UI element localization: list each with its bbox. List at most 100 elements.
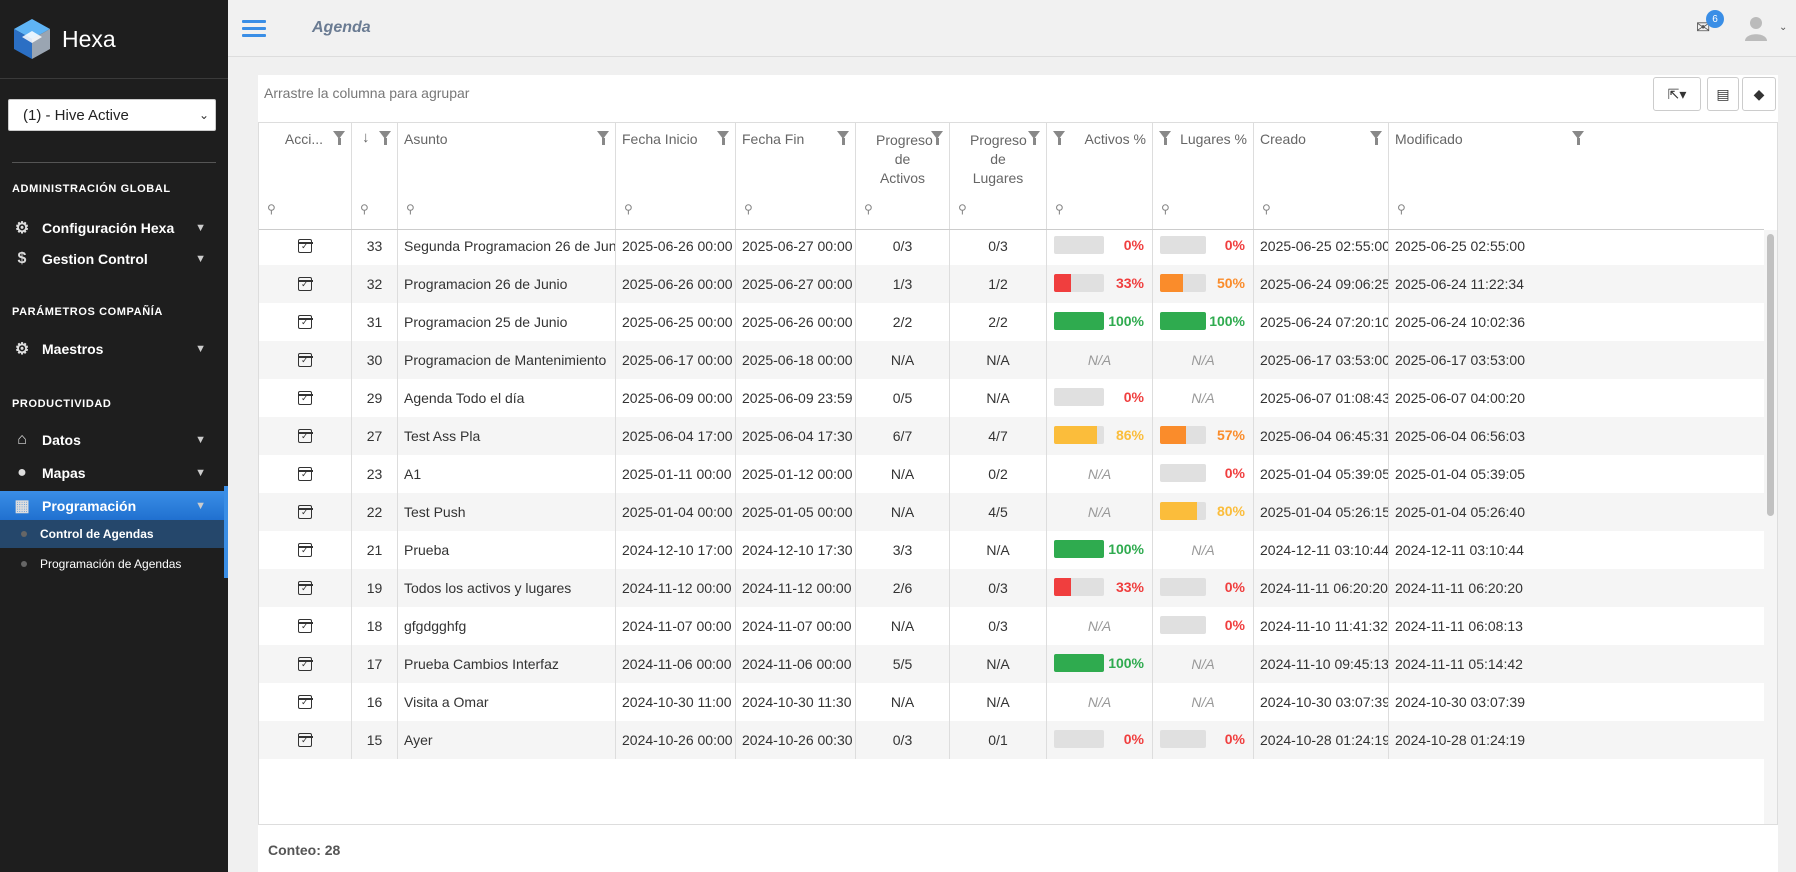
avatar[interactable]: [1742, 14, 1770, 42]
sidebar-item-configuracion[interactable]: ⚙ Configuración Hexa ▼: [0, 213, 228, 243]
calendar-check-icon[interactable]: [297, 733, 313, 747]
calendar-check-icon[interactable]: [297, 277, 313, 291]
calendar-check-icon[interactable]: [297, 315, 313, 329]
calendar-check-icon[interactable]: [297, 353, 313, 367]
export-button[interactable]: ⇱▾: [1653, 77, 1701, 111]
action-cell[interactable]: [259, 645, 352, 683]
logo[interactable]: Hexa: [0, 0, 228, 79]
filter-icon[interactable]: [931, 131, 943, 145]
calendar-check-icon[interactable]: [297, 467, 313, 481]
column-header-creado[interactable]: Creado: [1254, 123, 1389, 195]
action-cell[interactable]: [259, 303, 352, 341]
filter-icon[interactable]: [379, 131, 391, 145]
id-cell: 17: [352, 645, 398, 683]
calendar-check-icon[interactable]: [297, 543, 313, 557]
column-header-lugares-pct[interactable]: Lugares %: [1153, 123, 1254, 195]
action-cell[interactable]: [259, 493, 352, 531]
action-cell[interactable]: [259, 531, 352, 569]
action-cell[interactable]: [259, 683, 352, 721]
id-cell: 15: [352, 721, 398, 759]
action-cell[interactable]: [259, 230, 352, 265]
column-header-acciones[interactable]: Acci...: [259, 123, 352, 195]
filter-icon[interactable]: [333, 131, 345, 145]
action-cell[interactable]: [259, 417, 352, 455]
action-cell[interactable]: [259, 607, 352, 645]
filter-input-progreso-lugares[interactable]: ⚲: [950, 195, 1047, 229]
lugares-pct-cell: 80%: [1153, 493, 1254, 531]
menu-icon[interactable]: [242, 20, 266, 38]
clear-filters-button[interactable]: ◆: [1742, 77, 1776, 111]
filter-input-asunto[interactable]: ⚲: [398, 195, 616, 229]
filter-icon[interactable]: [717, 131, 729, 145]
sidebar-item-maestros[interactable]: ⚙ Maestros ▼: [0, 334, 228, 364]
calendar-check-icon[interactable]: [297, 429, 313, 443]
calendar-check-icon[interactable]: [297, 581, 313, 595]
action-cell[interactable]: [259, 455, 352, 493]
filter-input-progreso-activos[interactable]: ⚲: [856, 195, 950, 229]
calendar-check-icon[interactable]: [297, 695, 313, 709]
filter-input-fecha-fin[interactable]: ⚲: [736, 195, 856, 229]
lugares-pct-cell: N/A: [1153, 683, 1254, 721]
asunto-cell: Programacion de Mantenimiento: [398, 341, 616, 379]
filter-icon[interactable]: [1159, 131, 1171, 145]
fecha-inicio-cell: 2024-11-06 00:00: [616, 645, 736, 683]
column-header-asunto[interactable]: Asunto: [398, 123, 616, 195]
scrollbar-thumb[interactable]: [1767, 234, 1774, 516]
company-select[interactable]: (1) - Hive Active ⌄: [8, 99, 216, 131]
chevron-down-icon[interactable]: ⌄: [1779, 22, 1788, 33]
filter-icon[interactable]: [1572, 131, 1584, 145]
action-cell[interactable]: [259, 341, 352, 379]
filter-input-modificado[interactable]: ⚲: [1389, 195, 1590, 229]
calendar-check-icon[interactable]: [297, 657, 313, 671]
sidebar-subitem-control-agendas[interactable]: Control de Agendas: [0, 520, 224, 548]
action-cell[interactable]: [259, 569, 352, 607]
column-header-fecha-inicio[interactable]: Fecha Inicio: [616, 123, 736, 195]
filter-input-acciones[interactable]: ⚲: [259, 195, 352, 229]
sidebar-subitem-programacion-agendas[interactable]: Programación de Agendas: [0, 550, 224, 578]
calendar-check-icon[interactable]: [297, 391, 313, 405]
calendar-check-icon[interactable]: [297, 619, 313, 633]
filter-input-id[interactable]: ⚲: [352, 195, 398, 229]
filter-input-creado[interactable]: ⚲: [1254, 195, 1389, 229]
column-header-activos-pct[interactable]: Activos %: [1047, 123, 1153, 195]
calendar-check-icon[interactable]: [297, 239, 313, 253]
filter-input-lugares-pct[interactable]: ⚲: [1153, 195, 1254, 229]
action-cell[interactable]: [259, 721, 352, 759]
filter-input-activos-pct[interactable]: ⚲: [1047, 195, 1153, 229]
sidebar-item-gestion-control[interactable]: $ Gestion Control ▼: [0, 244, 228, 274]
filter-icon[interactable]: [837, 131, 849, 145]
action-cell[interactable]: [259, 265, 352, 303]
column-header-progreso-lugares[interactable]: Progreso de Lugares: [950, 123, 1047, 195]
column-header-progreso-activos[interactable]: Progreso de Activos: [856, 123, 950, 195]
filter-icon[interactable]: [1028, 131, 1040, 145]
column-header-modificado[interactable]: Modificado: [1389, 123, 1590, 195]
filter-icon[interactable]: [597, 131, 609, 145]
sidebar-item-mapas[interactable]: ● Mapas ▼: [0, 458, 228, 488]
sidebar-item-label: Datos: [42, 432, 81, 448]
sidebar-item-programacion[interactable]: ▦ Programación ▼: [0, 491, 228, 521]
filter-input-fecha-inicio[interactable]: ⚲: [616, 195, 736, 229]
calendar-check-icon[interactable]: [297, 505, 313, 519]
action-cell[interactable]: [259, 379, 352, 417]
filter-icon[interactable]: [1053, 131, 1065, 145]
filter-icon[interactable]: [1370, 131, 1382, 145]
column-chooser-button[interactable]: ▤: [1707, 77, 1739, 111]
vertical-scrollbar[interactable]: [1764, 230, 1777, 824]
column-header-id[interactable]: ↓: [352, 123, 398, 195]
sidebar-item-datos[interactable]: ⌂ Datos ▼: [0, 425, 228, 455]
column-header-fecha-fin[interactable]: Fecha Fin: [736, 123, 856, 195]
